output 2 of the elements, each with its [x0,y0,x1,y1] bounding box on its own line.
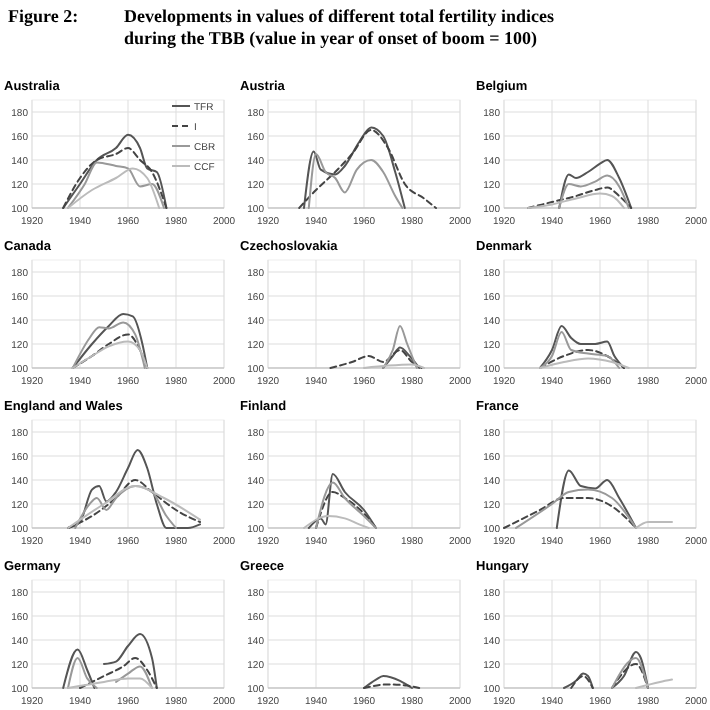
caption: Figure 2: [8,6,79,26]
text: Developments in values of different total fertility indices during the TBB (value in year of onset of boom = 100) [124,6,556,48]
